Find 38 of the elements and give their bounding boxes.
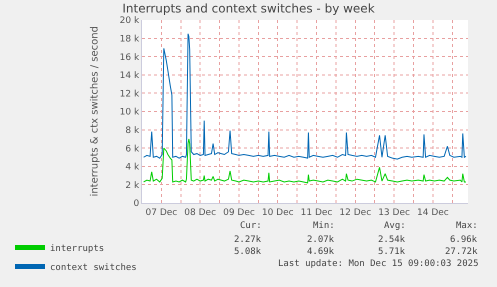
x-tick-label: 14 Dec bbox=[416, 208, 449, 218]
y-tick-label: 14 k bbox=[120, 71, 140, 82]
y-tick-label: 8 k bbox=[125, 126, 140, 136]
x-tick-label: 12 Dec bbox=[339, 208, 372, 218]
x-tick-label: 09 Dec bbox=[223, 208, 255, 218]
y-tick-label: 2 k bbox=[125, 180, 140, 191]
y-tick-label: 4 k bbox=[125, 162, 140, 173]
x-tick-label: 13 Dec bbox=[378, 208, 410, 218]
x-tick-label: 08 Dec bbox=[184, 208, 216, 218]
legend-label: context switches bbox=[50, 263, 137, 274]
text: 4.69k bbox=[307, 247, 335, 257]
y-axis-title: interrupts & ctx switches / second bbox=[89, 26, 100, 196]
x-tick-label: 10 Dec bbox=[262, 208, 294, 218]
text: Cur: bbox=[240, 221, 262, 231]
text: 27.72k bbox=[445, 247, 478, 257]
text: 2.07k bbox=[307, 235, 335, 245]
y-tick-label: 0 bbox=[133, 199, 140, 210]
text: Max: bbox=[456, 221, 478, 231]
x-tick-label: 11 Dec bbox=[300, 208, 332, 218]
y-tick-label: 10 k bbox=[120, 108, 140, 118]
text: 2.27k bbox=[234, 235, 262, 245]
text: 5.71k bbox=[378, 247, 406, 257]
text: Last update: Mon Dec 15 09:00:03 2025 bbox=[278, 259, 478, 269]
chart-title: Interrupts and context switches - by week bbox=[122, 1, 375, 16]
text: 2.54k bbox=[378, 235, 406, 245]
text: Min: bbox=[313, 221, 335, 231]
y-tick-label: 16 k bbox=[120, 52, 140, 63]
line-series bbox=[143, 138, 466, 184]
text: 5.08k bbox=[234, 247, 262, 257]
text: 6.96k bbox=[450, 235, 478, 245]
y-tick-label: 18 k bbox=[120, 34, 140, 44]
y-tick-label: 6 k bbox=[125, 144, 140, 154]
line-series bbox=[143, 33, 466, 160]
y-tick-label: 20 k bbox=[120, 16, 140, 26]
legend-label: interrupts bbox=[50, 244, 104, 254]
x-tick-label: 07 Dec bbox=[146, 208, 178, 218]
text: Avg: bbox=[384, 221, 406, 231]
y-tick-label: 12 k bbox=[120, 89, 140, 100]
